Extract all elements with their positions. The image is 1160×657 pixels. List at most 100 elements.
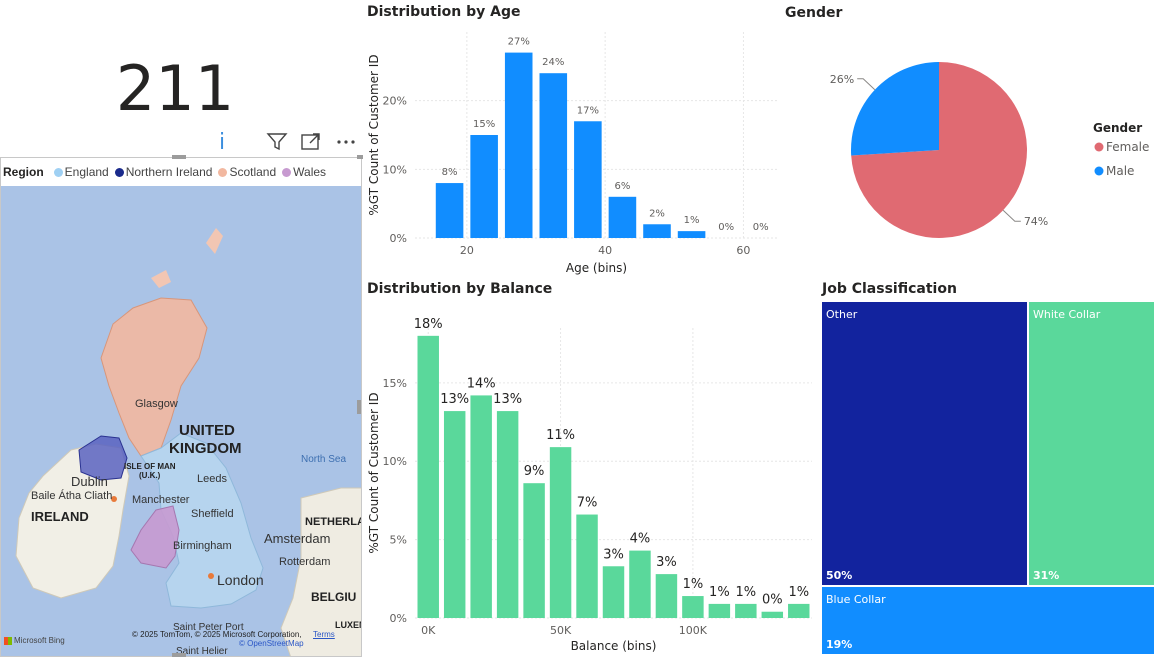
bing-logo[interactable]: Microsoft Bing — [4, 636, 65, 645]
filter-icon[interactable] — [266, 132, 288, 152]
balance-data-label: 13% — [493, 392, 522, 407]
treemap-tile-label: Other — [826, 308, 858, 321]
northern-ireland-region[interactable] — [78, 435, 128, 481]
more-options-icon[interactable] — [335, 132, 357, 152]
age-xtick-label: 40 — [598, 244, 612, 257]
balance-xtick-label: 0K — [421, 624, 436, 637]
balance-data-label: 4% — [630, 532, 651, 547]
london-marker — [208, 573, 214, 579]
treemap-tile-white-collar[interactable]: White Collar 31% — [1029, 302, 1154, 585]
balance-xtick-label: 100K — [679, 624, 708, 637]
balance-data-label: 1% — [736, 585, 757, 600]
scotland-region[interactable] — [100, 297, 208, 457]
age-chart[interactable]: 0% 10% 20% 20 40 60 8% 15% 27% 24% 17% 6% 2% 1% 0% 0% Ag… — [362, 22, 782, 282]
treemap-tile-label: Blue Collar — [826, 593, 886, 606]
gender-data-label: 26% — [830, 73, 854, 86]
resize-handle-right[interactable] — [357, 400, 361, 414]
legend-item-northern-ireland[interactable]: Northern Ireland — [114, 165, 212, 179]
age-data-label: 24% — [542, 57, 564, 68]
wales-region[interactable] — [130, 505, 180, 569]
map-label-manchester: Manchester — [132, 494, 190, 506]
map-legend-title: Region — [3, 165, 44, 179]
map-copyright: © 2025 TomTom, © 2025 Microsoft Corporat… — [132, 630, 302, 639]
legend-dot-northern-ireland — [114, 168, 124, 178]
age-bar — [435, 183, 464, 238]
balance-data-label: 1% — [709, 585, 730, 600]
map-label-uk-1: UNITED — [179, 422, 235, 439]
age-x-axis-title: Age (bins) — [566, 261, 627, 275]
map-terms-link[interactable]: Terms — [313, 630, 335, 639]
balance-data-label: 3% — [656, 555, 677, 570]
age-data-label: 6% — [614, 181, 630, 192]
gender-legend-dot — [1094, 142, 1104, 152]
map-label-isle-of-man: ISLE OF MAN — [124, 462, 176, 471]
balance-ytick-label: 0% — [390, 612, 407, 625]
map-label-dublin: Dublin — [71, 474, 108, 489]
balance-bar — [788, 603, 810, 618]
balance-data-label: 7% — [577, 496, 598, 511]
treemap-tile-other[interactable]: Other 50% — [822, 302, 1027, 585]
age-y-axis-title: %GT Count of Customer ID — [367, 54, 381, 215]
map-canvas[interactable] — [1, 158, 362, 657]
map-label-rotterdam: Rotterdam — [279, 556, 331, 568]
continent-land — [280, 487, 361, 656]
age-data-label: 8% — [442, 167, 458, 178]
resize-handle-bottom[interactable] — [172, 653, 186, 657]
balance-bar — [629, 550, 651, 618]
balance-xtick-label: 50K — [550, 624, 572, 637]
balance-bar — [761, 611, 784, 618]
legend-item-england[interactable]: England — [53, 165, 109, 179]
age-xtick-label: 20 — [460, 244, 474, 257]
balance-data-label: 14% — [467, 376, 496, 391]
age-ytick-label: 10% — [383, 163, 407, 176]
info-icon[interactable]: i — [219, 130, 226, 155]
balance-data-label: 11% — [546, 428, 575, 443]
age-bar — [643, 224, 671, 238]
balance-bar — [735, 603, 757, 618]
legend-item-scotland[interactable]: Scotland — [218, 165, 276, 179]
resize-handle-top-right[interactable] — [357, 155, 363, 159]
age-data-label: 1% — [684, 215, 700, 226]
treemap-tile-blue-collar[interactable]: Blue Collar 19% — [822, 587, 1154, 654]
age-data-label: 0% — [718, 222, 734, 233]
balance-y-axis-title: %GT Count of Customer ID — [367, 392, 381, 553]
treemap-tile-value: 31% — [1033, 569, 1060, 582]
balance-bar — [708, 603, 731, 618]
kpi-card[interactable]: 211 i — [0, 0, 355, 155]
map-label-baile: Baile Átha Cliath — [31, 490, 113, 502]
dublin-marker — [111, 496, 117, 502]
resize-handle-top[interactable] — [172, 155, 186, 159]
gender-chart[interactable]: 74% 26% Gender Female Male — [780, 25, 1160, 265]
balance-x-axis-title: Balance (bins) — [571, 639, 657, 653]
balance-bar — [655, 574, 678, 618]
focus-mode-icon[interactable] — [300, 132, 322, 152]
balance-chart-title: Distribution by Balance — [367, 281, 553, 297]
balance-data-label: 0% — [762, 593, 783, 608]
map-label-birmingham: Birmingham — [173, 540, 232, 552]
balance-data-label: 3% — [603, 547, 624, 562]
gender-legend-label: Female — [1106, 140, 1149, 154]
map-label-saint-peter-port: Saint Peter Port — [173, 622, 244, 633]
age-data-label: 0% — [753, 222, 769, 233]
orkney-islands — [151, 270, 171, 288]
map-visual[interactable]: Region England Northern Ireland Scotland… — [0, 157, 362, 657]
legend-dot-england — [53, 168, 63, 178]
age-ytick-label: 0% — [390, 232, 407, 245]
balance-chart[interactable]: 0% 5% 10% 15% 0K 50K 100K 18% 13%14%13% 9% 11% 7% 3%… — [362, 298, 817, 657]
treemap-tile-label: White Collar — [1033, 308, 1101, 321]
gender-slice-male — [851, 62, 939, 156]
age-chart-title: Distribution by Age — [367, 4, 521, 20]
balance-bar — [496, 411, 519, 618]
map-osm-link[interactable]: © OpenStreetMap — [239, 639, 304, 648]
age-bar — [608, 196, 637, 238]
gender-chart-title: Gender — [785, 5, 843, 21]
map-label-luxembourg: LUXEM — [335, 620, 361, 630]
legend-item-wales[interactable]: Wales — [282, 165, 326, 179]
job-treemap[interactable]: Other 50% White Collar 31% Blue Collar 19% — [822, 302, 1154, 654]
balance-bar — [682, 596, 704, 618]
balance-data-label: 18% — [414, 317, 443, 332]
balance-ytick-label: 10% — [383, 455, 407, 468]
map-label-uk-2: KINGDOM — [169, 440, 242, 457]
balance-data-label: 13% — [440, 392, 469, 407]
map-label-amsterdam: Amsterdam — [264, 531, 331, 546]
